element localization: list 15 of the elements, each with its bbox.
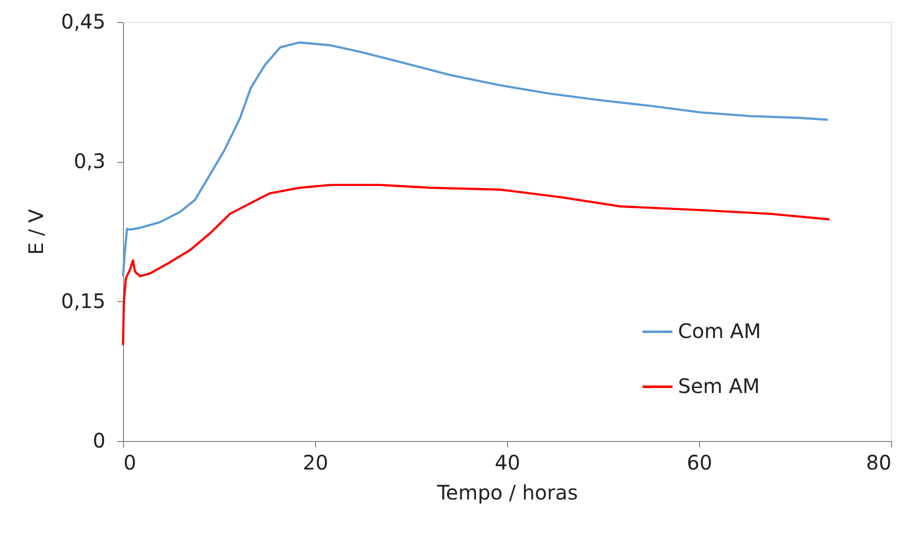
y-tick-label: 0,45 [60, 10, 106, 34]
line-series [122, 41, 829, 278]
x-tick-label: 60 [686, 450, 712, 474]
line-series [122, 184, 831, 346]
x-tick-label: 20 [302, 450, 328, 474]
x-tick-label: 80 [866, 450, 892, 474]
legend-label: Sem AM [678, 374, 760, 398]
x-tick-label: 0 [124, 450, 136, 474]
y-tick-label: 0,3 [74, 149, 106, 174]
y-axis-title: E / V [24, 208, 48, 255]
x-tick-label: 40 [494, 450, 520, 474]
y-tick-label: 0,15 [60, 288, 106, 313]
legend-label: Com AM [678, 318, 761, 343]
x-axis-title: Tempo / horas [436, 480, 578, 504]
y-tick-label: 0 [92, 428, 106, 452]
